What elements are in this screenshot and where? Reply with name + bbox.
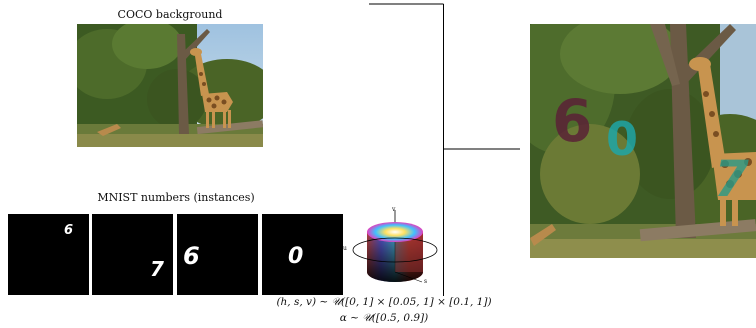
composite-image: 6 0 7 [530, 24, 756, 258]
mnist-digit-1: 6 [64, 223, 74, 238]
overlay-digit-six: 6 [552, 87, 593, 155]
mnist-tile-2: 7 [92, 214, 173, 295]
hsv-formula: (h, s, v) ∼ 𝒰([0, 1] × [0.05, 1] × [0.1,… [276, 296, 492, 308]
hsv-axis-v-label: v [392, 206, 396, 213]
hsv-axis-s-label: s [424, 278, 428, 285]
hsv-axis-h-label: u [343, 245, 347, 252]
mnist-digit-2: 7 [150, 257, 164, 281]
hsv-cylinder: v u s [340, 206, 440, 290]
coco-background-caption: COCO background [117, 8, 223, 21]
mnist-tile-1: 6 [8, 214, 89, 295]
hsv-cylinder-icon [352, 210, 438, 283]
mnist-caption: MNIST numbers (instances) [97, 191, 255, 204]
coco-background-image [77, 24, 263, 147]
giraffe-scene-icon [77, 24, 263, 147]
overlay-digit-zero: 0 [606, 112, 639, 166]
mnist-digit-4: 0 [288, 244, 304, 269]
mnist-tile-4: 0 [262, 214, 343, 295]
overlay-digit-seven: 7 [714, 150, 749, 208]
giraffe-with-digits-icon [530, 24, 756, 258]
mnist-digit-3: 6 [183, 242, 200, 270]
alpha-formula: α ∼ 𝒰([0.5, 0.9]) [339, 312, 429, 324]
mnist-tile-3: 6 [177, 214, 258, 295]
